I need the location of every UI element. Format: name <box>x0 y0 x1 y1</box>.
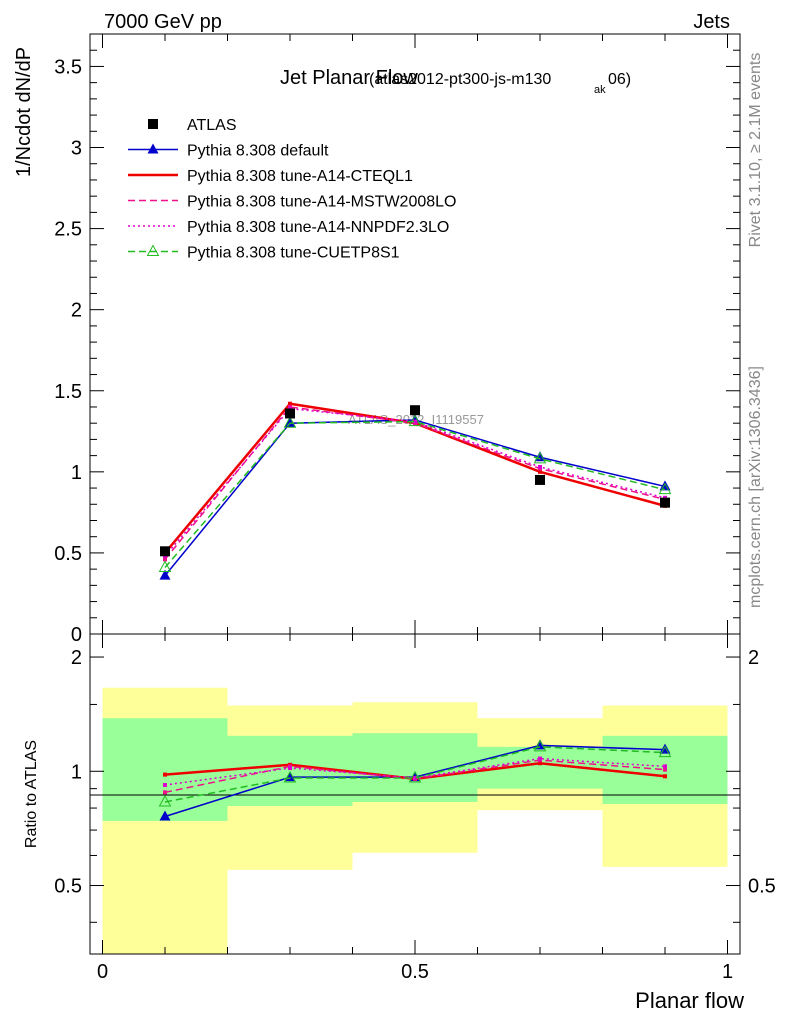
ratio-y-tick-label: 0.5 <box>54 876 82 898</box>
legend-marker-1 <box>147 143 159 154</box>
rivet-label: Rivet 3.1.10, ≥ 2.1M events <box>747 53 764 248</box>
ratio-series-point <box>533 739 547 752</box>
legend-label: Pythia 8.308 tune-A14-CTEQL1 <box>187 168 413 185</box>
ratio-series-point <box>163 772 167 777</box>
ratio-series-point <box>163 783 167 788</box>
main-series-line <box>164 420 666 569</box>
main-series-point <box>658 482 672 495</box>
ratio-series-point <box>538 761 542 766</box>
ratio-y-axis-label: Ratio to ATLAS <box>23 740 40 848</box>
x-tick-label: 0.5 <box>401 961 429 983</box>
main-series-point <box>283 416 297 428</box>
plot-subtitle-end: 06) <box>608 71 631 88</box>
plot-subtitle-subscript: ak <box>594 84 606 96</box>
legend-label: Pythia 8.308 tune-A14-NNPDF2.3LO <box>187 219 449 236</box>
main-series-point <box>538 469 542 474</box>
ratio-series-point <box>159 810 171 821</box>
main-series-point <box>538 464 542 469</box>
main-y-axis-label: 1/Ncdot dN/dP <box>13 47 35 177</box>
ratio-y-tick-label-right: 0.5 <box>748 876 776 898</box>
legend-label: ATLAS <box>187 117 237 134</box>
main-series-point <box>533 451 547 464</box>
main-ticks: 0 0.5 1 1.5 2 2.5 3 3.5 <box>54 34 740 646</box>
ratio-series-point <box>663 764 667 769</box>
ratio-plot-frame <box>89 633 741 955</box>
process-label: Jets <box>693 11 730 33</box>
ratio-band-inner <box>352 733 478 802</box>
atlas-data-point <box>410 405 420 416</box>
main-series-point <box>163 557 167 562</box>
atlas-data-point <box>285 408 295 419</box>
main-series-group <box>158 401 672 580</box>
main-series-point <box>288 401 292 406</box>
ratio-y-tick-label: 1 <box>71 761 82 783</box>
main-series-point <box>408 414 422 427</box>
main-series-point <box>284 417 296 428</box>
ratio-series-point <box>283 770 297 783</box>
legend-label: Pythia 8.308 tune-CUETP8S1 <box>187 245 400 262</box>
plot-title: Jet Planar Flow <box>280 67 418 89</box>
legend-label: Pythia 8.308 default <box>187 143 329 160</box>
main-y-tick-label: 2.5 <box>54 219 82 241</box>
main-series-point <box>413 419 417 424</box>
energy-label: 7000 GeV pp <box>104 11 222 33</box>
legend-label: Pythia 8.308 tune-A14-MSTW2008LO <box>187 194 456 211</box>
x-axis-label: Planar flow <box>635 988 744 1013</box>
main-series-point <box>158 560 172 573</box>
main-series-point <box>159 569 171 580</box>
x-tick-label: 0 <box>97 961 108 983</box>
ratio-y-tick-label-right: 2 <box>748 647 759 669</box>
ratio-series-point <box>663 774 667 779</box>
main-y-tick-label: 1 <box>71 462 82 484</box>
ratio-series-point <box>408 770 422 783</box>
ratio-series-point <box>288 766 292 771</box>
main-series-line <box>164 419 666 577</box>
ratio-series-point <box>163 790 167 795</box>
ratio-series-point <box>413 776 417 781</box>
ratio-y-tick-label: 2 <box>71 647 82 669</box>
main-y-tick-label: 2 <box>71 300 82 322</box>
plot-subtitle: (atlas2012-pt300-js-m130 <box>369 71 551 88</box>
main-series-line <box>164 407 666 557</box>
x-tick-label: 1 <box>722 961 733 983</box>
main-y-tick-label: 0.5 <box>54 543 82 565</box>
main-y-tick-label: 1.5 <box>54 381 82 403</box>
ratio-plot-panel: 0.5 1 2 0.5 2 0 0.5 1 <box>54 633 776 983</box>
ratio-series-point <box>158 794 172 807</box>
atlas-data-point <box>160 546 170 557</box>
ratio-series-line <box>164 746 666 803</box>
ratio-series-point <box>658 745 672 758</box>
main-y-tick-label: 3 <box>71 138 82 160</box>
ratio-uncertainty-bands <box>102 687 728 954</box>
main-plot-panel: 00.511.522.533.5 ATLAS_2012_I1119557 Jet… <box>54 33 741 646</box>
main-y-tick-label: 3.5 <box>54 56 82 78</box>
legend: ATLAS Pythia 8.308 default Pythia 8.308 tu… <box>128 117 456 262</box>
ratio-series-point <box>538 756 542 761</box>
legend-marker-atlas <box>148 119 158 129</box>
ratio-ticks: 0.5 1 2 0.5 2 0 0.5 1 <box>54 634 776 983</box>
legend-marker-5 <box>146 244 160 256</box>
atlas-data-point <box>660 497 670 508</box>
mcplots-label: mcplots.cern.ch [arXiv:1306.3436] <box>747 366 764 608</box>
ratio-series-point <box>663 767 667 772</box>
ratio-series-group <box>158 739 672 821</box>
atlas-data-point <box>535 474 545 485</box>
main-y-tick-label: 0 <box>71 624 82 646</box>
